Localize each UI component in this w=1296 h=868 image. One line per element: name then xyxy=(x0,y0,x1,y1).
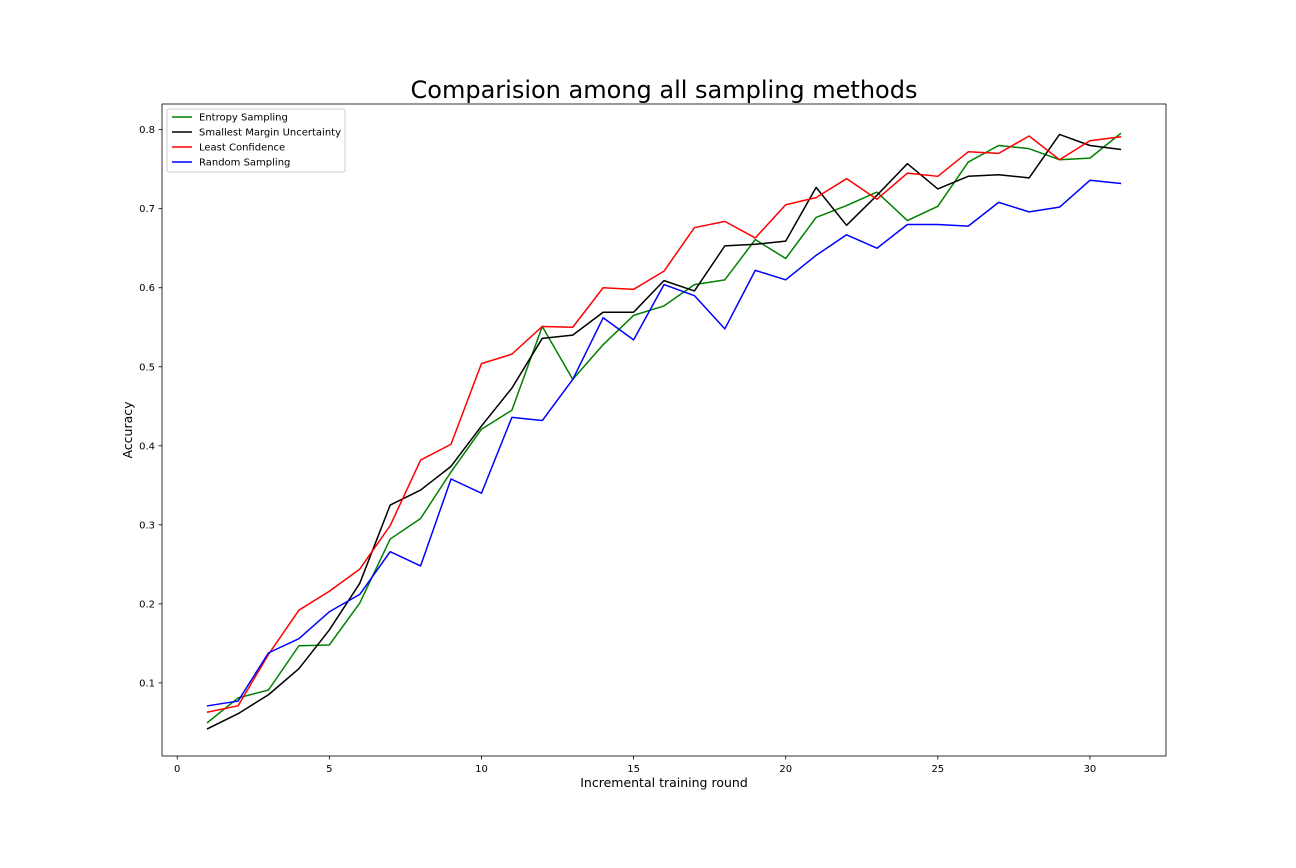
x-tick-label: 15 xyxy=(627,764,640,775)
legend-label-least-confidence: Least Confidence xyxy=(199,143,285,154)
x-tick-label: 25 xyxy=(931,764,944,775)
x-tick-label: 10 xyxy=(475,764,488,775)
legend-label-random-sampling: Random Sampling xyxy=(199,158,290,169)
legend-label-entropy-sampling: Entropy Sampling xyxy=(199,113,288,124)
y-tick-label: 0.3 xyxy=(139,520,155,531)
y-tick-label: 0.1 xyxy=(139,678,155,689)
y-axis-label: Accuracy xyxy=(120,401,135,459)
series-layer xyxy=(206,132,1122,730)
y-axis-ticks: 0.1 0.2 0.3 0.4 0.5 0.6 0.7 0.8 xyxy=(139,125,162,689)
y-tick-label: 0.4 xyxy=(139,441,155,452)
series-line-least-confidence xyxy=(206,135,1122,714)
x-tick-label: 0 xyxy=(174,764,180,775)
legend-box xyxy=(166,108,346,173)
series-line-smallest-margin-uncertainty xyxy=(206,133,1122,730)
y-tick-label: 0.2 xyxy=(139,599,155,610)
x-tick-label: 30 xyxy=(1084,764,1097,775)
y-tick-label: 0.5 xyxy=(139,362,155,373)
legend-label-smallest-margin-uncertainty: Smallest Margin Uncertainty xyxy=(199,128,341,139)
x-axis-ticks: 0 5 10 15 20 25 30 xyxy=(174,756,1096,775)
x-tick-label: 5 xyxy=(326,764,332,775)
legend: Entropy Sampling Smallest Margin Uncertai… xyxy=(166,108,346,173)
x-axis-label: Incremental training round xyxy=(580,775,748,790)
x-tick-label: 20 xyxy=(779,764,792,775)
series-line-random-sampling xyxy=(206,179,1122,707)
axes-frame xyxy=(161,103,1167,757)
y-tick-label: 0.7 xyxy=(139,204,155,215)
chart-title: Comparision among all sampling methods xyxy=(411,76,918,104)
series-line-entropy-sampling xyxy=(206,132,1122,724)
y-tick-label: 0.8 xyxy=(139,125,155,136)
y-tick-label: 0.6 xyxy=(139,283,155,294)
